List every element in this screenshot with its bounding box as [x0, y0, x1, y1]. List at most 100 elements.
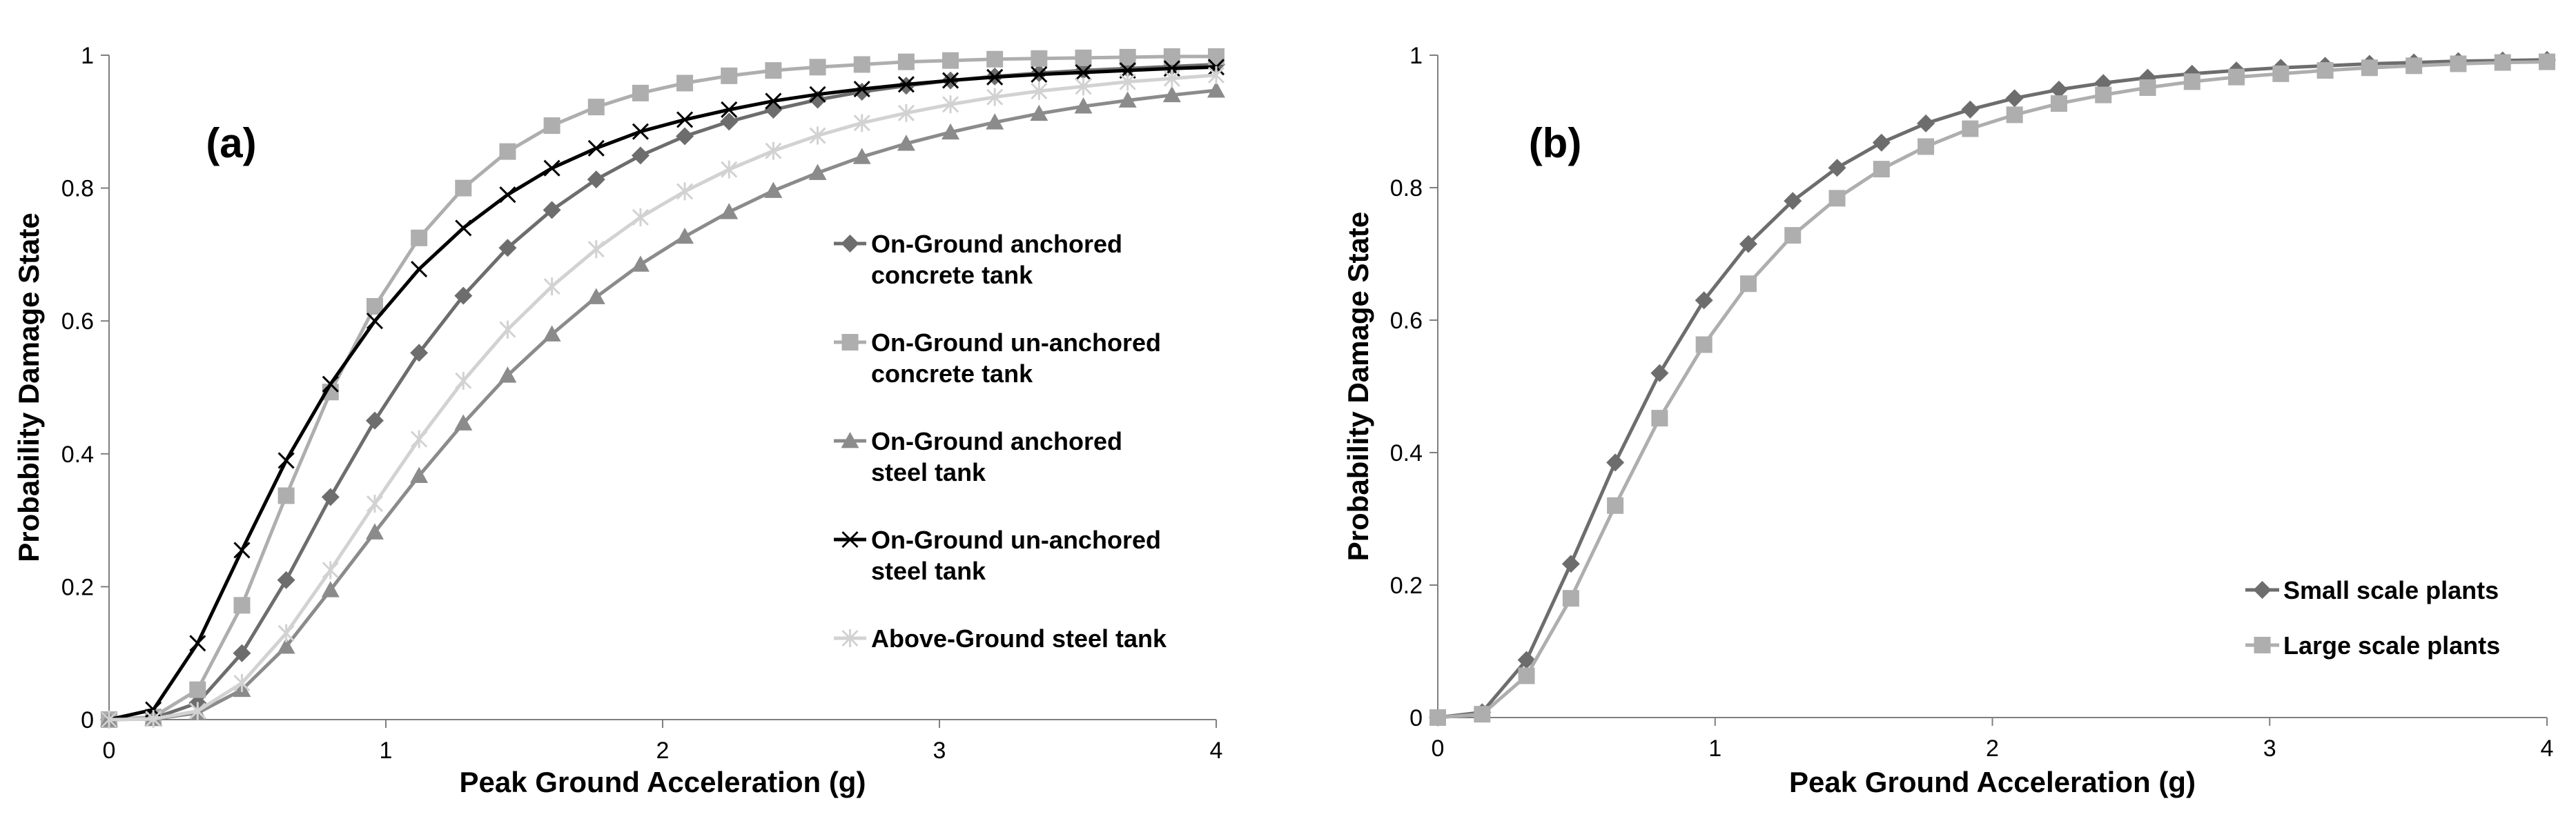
data-point: [587, 139, 605, 157]
data-point: [365, 523, 384, 540]
data-point: [543, 325, 561, 342]
data-point: [941, 123, 960, 140]
data-point: [543, 201, 561, 219]
data-point: [543, 117, 560, 135]
legend-marker: [841, 334, 859, 350]
data-point: [1607, 497, 1624, 514]
series-line: [108, 88, 1217, 722]
legend-item: On-Ground anchored steel tank: [834, 427, 1122, 486]
data-point: [587, 170, 605, 189]
data-point: [720, 203, 739, 219]
x-tick-label: 4: [2541, 735, 2554, 762]
data-point: [455, 371, 472, 390]
data-point: [1917, 114, 1935, 132]
data-point: [1695, 291, 1713, 310]
data-point: [233, 542, 251, 559]
x-tick-label: 0: [103, 738, 116, 764]
data-point: [676, 227, 694, 244]
data-point: [765, 92, 782, 110]
data-point: [2139, 79, 2156, 97]
data-point: [1650, 364, 1669, 382]
legend-label: On-Ground un-anchored: [871, 328, 1161, 357]
y-tick-label: 0.8: [61, 176, 94, 202]
legend-item: On-Ground un-anchored steel tank: [834, 526, 1161, 585]
data-point: [1562, 590, 1579, 607]
data-point: [676, 111, 694, 128]
data-point: [632, 123, 649, 140]
data-point: [499, 143, 516, 160]
panel-label: (b): [1529, 120, 1582, 166]
data-point: [1739, 235, 1757, 253]
data-point: [765, 62, 782, 79]
data-point: [277, 452, 295, 469]
data-point: [1030, 104, 1048, 121]
data-point: [631, 255, 650, 272]
data-point: [322, 375, 339, 393]
data-point: [2316, 62, 2334, 79]
data-point: [366, 495, 384, 513]
data-point: [1119, 72, 1136, 91]
data-point: [764, 181, 783, 198]
data-point: [1695, 336, 1713, 353]
y-tick-label: 0.2: [1390, 573, 1423, 599]
data-point: [1518, 667, 1535, 684]
series-line: [108, 65, 1217, 722]
y-tick-label: 0: [81, 707, 94, 733]
legend-item: On-Ground anchored concrete tank: [834, 230, 1122, 289]
data-point: [499, 186, 516, 204]
data-point: [455, 179, 472, 197]
data-point: [853, 56, 870, 73]
chart-panel-a: 0 0.2 0.4 0.6 0.8 1 0 1 2 3 4 Peak Ground Accelerat…: [12, 43, 1225, 798]
legend-label: Large scale plants: [2283, 631, 2500, 660]
series-2: [1430, 53, 2555, 726]
panel-label: (a): [206, 120, 256, 166]
legend-marker: [841, 531, 859, 549]
data-point: [1918, 138, 1935, 155]
data-point: [1784, 227, 1802, 244]
data-point: [1162, 86, 1181, 103]
data-point: [897, 76, 915, 93]
data-point: [1075, 63, 1092, 81]
x-axis-title: Peak Ground Acceleration (g): [1789, 766, 2196, 798]
y-tick-label: 1: [81, 43, 94, 69]
data-point: [986, 88, 1004, 106]
data-point: [321, 488, 340, 506]
x-axis-title: Peak Ground Acceleration (g): [460, 766, 866, 798]
data-point: [233, 597, 251, 614]
data-point: [411, 430, 428, 448]
data-point: [1207, 81, 1225, 98]
data-point: [721, 160, 738, 179]
data-point: [2228, 68, 2245, 86]
data-point: [1739, 275, 1757, 293]
data-point: [852, 82, 871, 101]
data-point: [233, 644, 251, 662]
data-point: [2049, 80, 2068, 99]
legend-label: concrete tank: [871, 359, 1033, 388]
data-point: [366, 298, 383, 315]
data-point: [145, 710, 162, 729]
data-point: [277, 571, 295, 589]
data-point: [1651, 410, 1668, 427]
series-line: [108, 73, 1217, 722]
y-tick-label: 0.6: [61, 308, 94, 335]
data-point: [277, 624, 295, 642]
data-point: [1031, 50, 1048, 67]
data-point: [941, 72, 959, 89]
y-axis-title: Probability Damage State: [1342, 212, 1374, 561]
legend-item: Large scale plants: [2245, 631, 2500, 660]
data-point: [277, 638, 295, 654]
data-point: [100, 711, 118, 729]
data-point: [587, 288, 605, 304]
data-point: [897, 53, 915, 70]
data-point: [1873, 161, 1890, 178]
data-point: [1031, 66, 1048, 83]
data-point: [587, 240, 605, 259]
data-point: [410, 466, 429, 483]
legend-item: Small scale plants: [2245, 576, 2499, 604]
data-point: [809, 86, 826, 103]
data-point: [1119, 48, 1136, 66]
legend: Small scale plants Large scale plants: [2245, 576, 2500, 660]
series-line: [1437, 58, 2548, 720]
y-tick-label: 0.4: [1390, 440, 1423, 466]
